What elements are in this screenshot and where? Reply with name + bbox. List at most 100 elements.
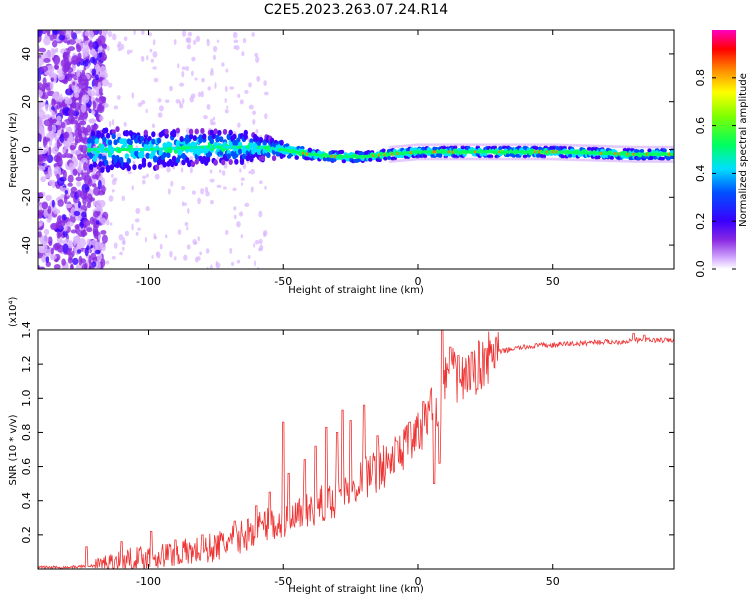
spectrogram-cell (212, 116, 216, 121)
spectrogram-cell (162, 161, 167, 168)
spectrogram-cell (182, 98, 185, 104)
spectrogram-cell (56, 230, 61, 239)
spectrogram-cell (441, 145, 447, 150)
spectrogram-cell (50, 132, 58, 139)
spectrogram-cell (76, 249, 82, 254)
spectrogram-cell (89, 261, 93, 269)
spectrogram-cell (217, 129, 222, 136)
spectrogram-cell (452, 145, 458, 150)
spectrogram-cell (179, 103, 184, 109)
spectrogram-cell (69, 132, 73, 139)
spectrogram-cell (225, 229, 229, 236)
spectrogram-cell (87, 193, 92, 200)
spectrogram-cell (386, 155, 392, 160)
spectrogram-xtick-label: 50 (546, 275, 560, 288)
spectrogram-cell (50, 222, 59, 230)
spectrogram-cell (166, 166, 171, 173)
spectrogram-cell (126, 157, 132, 164)
spectrogram-cell (128, 139, 133, 146)
snr-panel: -100 -50 0 50 0.2 0.4 0.6 0.8 1.0 1.2 1.4 Height o… (8, 296, 675, 595)
spectrogram-cell (101, 234, 108, 244)
spectrogram-cell (95, 199, 102, 209)
spectrogram-cell (181, 159, 186, 166)
spectrogram-xtick-label: 0 (414, 275, 421, 288)
spectrogram-cell (622, 147, 628, 152)
spectrogram-cell (66, 221, 74, 227)
spectrogram-cell (264, 185, 267, 190)
spectrogram-cell (197, 236, 200, 242)
spectrogram-cell (242, 37, 247, 44)
spectrogram-cell (74, 214, 82, 221)
spectrogram-cell (194, 77, 198, 81)
spectrogram-cell (38, 73, 42, 82)
spectrogram-cell (189, 96, 195, 103)
spectrogram-cell (271, 155, 277, 162)
spectrogram-cell (115, 126, 120, 133)
spectrogram-cell (83, 113, 88, 120)
spectrogram-cell (222, 128, 228, 135)
spectrogram-cell (240, 177, 245, 181)
spectrogram-cell (113, 242, 118, 249)
spectrogram-cell (230, 261, 235, 266)
spectrogram-cell (190, 161, 196, 168)
spectrogram-cell (41, 154, 48, 162)
colorbar-tick-label: 0.2 (694, 212, 707, 230)
spectrogram-cell (199, 251, 203, 256)
spectrogram-cell (73, 119, 79, 125)
spectrogram-cell (294, 155, 299, 160)
spectrogram-cell (42, 235, 49, 244)
spectrogram-cell (40, 176, 47, 183)
spectrogram-cell (146, 173, 149, 178)
spectrogram-cell (51, 119, 58, 124)
spectrogram-cell (505, 153, 511, 158)
spectrogram-cell (144, 236, 148, 243)
spectrogram-cell (100, 185, 106, 195)
spectrogram-cell (43, 210, 48, 218)
spectrogram-cell (41, 254, 46, 262)
spectrogram-cell (99, 115, 104, 122)
spectrogram-cell (224, 85, 228, 93)
spectrogram-cell (203, 115, 208, 120)
spectrogram-cell (92, 155, 98, 162)
spectrogram-cell (226, 153, 231, 160)
spectrogram-cell (60, 194, 65, 199)
spectrogram-cell (99, 65, 107, 76)
spectrogram-cell (381, 148, 386, 153)
snr-xtick-label: 0 (414, 575, 421, 588)
spectrogram-cell (50, 77, 55, 82)
spectrogram-cell (77, 165, 82, 173)
spectrogram-cell (62, 230, 68, 238)
spectrogram-cell (177, 63, 180, 69)
spectrogram-cell (229, 86, 234, 90)
spectrogram-cell (135, 207, 141, 215)
spectrogram-cell (51, 199, 55, 208)
spectrogram-cell (219, 136, 224, 143)
spectrogram-xtick-label: -100 (136, 275, 161, 288)
spectrogram-cell (56, 138, 61, 149)
spectrogram-cell (49, 117, 54, 126)
snr-ylabel: SNR (10 * v/v) (8, 414, 19, 485)
spectrogram-cell (206, 266, 209, 269)
spectrogram-cell (181, 66, 186, 70)
spectrogram-cell (236, 221, 241, 228)
spectrogram-cell (97, 35, 106, 45)
spectrogram-cell (179, 136, 184, 143)
spectrogram-cell (652, 155, 658, 160)
spectrogram-cell (242, 163, 247, 170)
spectrogram-cell (200, 90, 204, 98)
spectrogram-cell (170, 161, 175, 168)
spectrogram-cell (56, 115, 62, 121)
spectrogram-cell (92, 101, 97, 109)
spectrogram-cell (86, 245, 90, 251)
spectrogram-cell (87, 137, 92, 144)
spectrogram-cell (91, 110, 96, 116)
spectrogram-cell (63, 62, 71, 71)
spectrogram-cell (156, 137, 162, 144)
spectrogram-cell (164, 99, 170, 104)
spectrogram-cell (67, 46, 76, 52)
spectrogram-cell (73, 149, 82, 155)
spectrogram-cell (600, 148, 605, 153)
spectrogram-cell (109, 222, 113, 226)
spectrogram-cell (154, 164, 160, 171)
